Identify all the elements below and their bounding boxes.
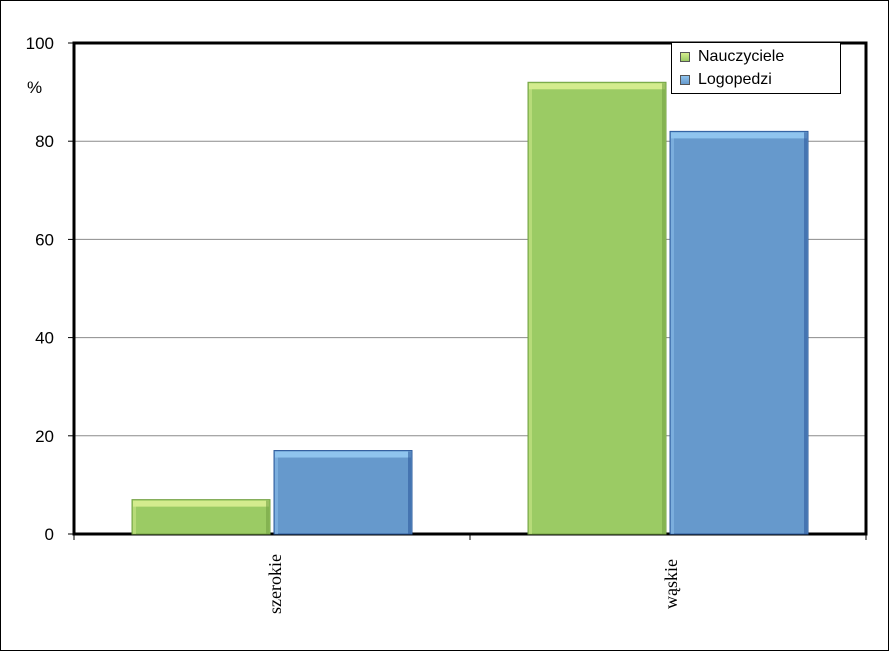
axes — [68, 41, 868, 540]
bar-body-logopedzi-0 — [273, 450, 413, 535]
bar-bevel-right-nauczyciele-0 — [266, 500, 269, 534]
legend-swatch-logopedzi — [680, 75, 690, 85]
legend-item-logopedzi: Logopedzi — [680, 70, 772, 90]
bars — [131, 81, 809, 535]
bar-body-nauczyciele-1 — [527, 81, 667, 535]
legend-label-logopedzi: Logopedzi — [698, 71, 772, 88]
bar-bevel-top-logopedzi-1 — [671, 132, 807, 139]
y-tick-label-60: 60 — [35, 230, 54, 249]
y-tick-label-20: 20 — [35, 427, 54, 446]
bar-bevel-top-nauczyciele-1 — [529, 83, 665, 90]
x-category-label-1: wąskie — [661, 559, 681, 609]
y-tick-labels: 0 20 40 60 80 100 — [26, 34, 54, 544]
y-axis-unit-label: % — [27, 78, 42, 97]
y-tick-label-40: 40 — [35, 329, 54, 348]
legend-item-nauczyciele: Nauczyciele — [680, 47, 785, 67]
bar-bevel-left-nauczyciele-0 — [133, 500, 136, 534]
y-tick-label-80: 80 — [35, 132, 54, 151]
bar-logopedzi-wąskie — [669, 130, 809, 535]
x-category-labels: szerokie wąskie — [265, 554, 681, 614]
bar-bevel-right-logopedzi-1 — [804, 132, 807, 534]
bar-bevel-left-logopedzi-0 — [275, 451, 278, 534]
bar-bevel-left-nauczyciele-1 — [529, 83, 532, 534]
bar-bevel-top-logopedzi-0 — [275, 451, 411, 458]
bar-nauczyciele-szerokie — [131, 499, 271, 535]
bar-bevel-left-logopedzi-1 — [671, 132, 674, 534]
legend: Nauczyciele Logopedzi — [671, 42, 841, 94]
bar-bevel-top-nauczyciele-0 — [133, 500, 269, 507]
bar-logopedzi-szerokie — [273, 450, 413, 535]
x-category-label-0: szerokie — [265, 554, 285, 614]
bar-body-logopedzi-1 — [669, 130, 809, 535]
bar-bevel-right-nauczyciele-1 — [662, 83, 665, 534]
y-tick-label-0: 0 — [45, 525, 54, 544]
bar-bevel-right-logopedzi-0 — [408, 451, 411, 534]
y-tick-label-100: 100 — [26, 34, 54, 53]
legend-swatch-nauczyciele — [680, 52, 690, 62]
legend-label-nauczyciele: Nauczyciele — [698, 48, 785, 65]
bar-nauczyciele-wąskie — [527, 81, 667, 535]
